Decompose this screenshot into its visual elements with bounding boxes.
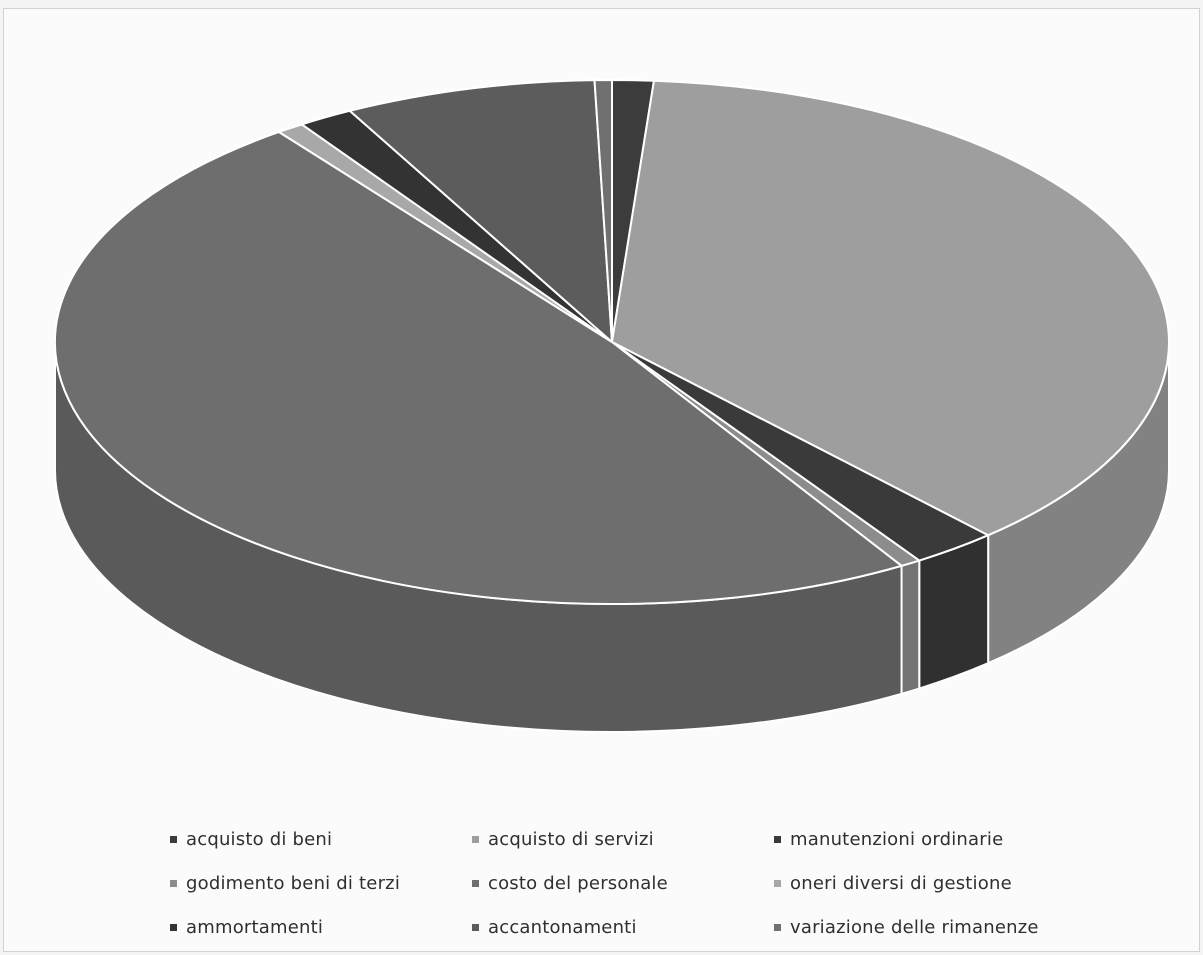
legend-label: ammortamenti [186,916,324,938]
legend-label: accantonamenti [488,916,637,938]
legend-swatch [774,879,781,887]
legend-label: variazione delle rimanenze [790,916,1039,938]
pie-slice-4 [54,130,903,605]
legend-swatch [472,835,479,843]
legend-swatch [170,835,177,843]
legend-label: acquisto di servizi [488,828,654,850]
legend-item: variazione delle rimanenze [774,911,1150,943]
legend-swatch [170,879,177,887]
pie-slice-1 [611,79,1170,537]
chart-legend: acquisto di beni acquisto di servizi manut… [170,823,1150,943]
legend-label: manutenzioni ordinarie [790,828,1004,850]
pie-slice-8 [593,79,613,343]
pie-slices [54,79,1170,605]
pie-slice-7 [348,79,613,343]
legend-swatch [774,835,781,843]
legend-label: acquisto di beni [186,828,333,850]
legend-item: ammortamenti [170,911,472,943]
legend-label: costo del personale [488,872,668,894]
legend-item: costo del personale [472,867,774,899]
legend-item: accantonamenti [472,911,774,943]
legend-swatch [774,923,781,931]
legend-item: acquisto di beni [170,823,472,855]
legend-swatch [472,923,479,931]
legend-label: godimento beni di terzi [186,872,401,894]
legend-item: godimento beni di terzi [170,867,472,899]
legend-label: oneri diversi di gestione [790,872,1012,894]
pie-side-3 [900,559,921,696]
legend-item: oneri diversi di gestione [774,867,1150,899]
legend-item: manutenzioni ordinarie [774,823,1150,855]
legend-swatch [472,879,479,887]
legend-item: acquisto di servizi [472,823,774,855]
legend-swatch [170,923,177,931]
